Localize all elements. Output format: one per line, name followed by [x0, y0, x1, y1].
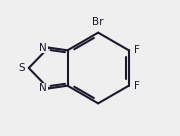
Text: F: F	[134, 81, 140, 91]
Text: F: F	[134, 45, 140, 55]
Text: N: N	[39, 43, 47, 53]
Text: S: S	[19, 63, 25, 73]
Text: N: N	[39, 83, 47, 93]
Text: Br: Br	[92, 17, 104, 27]
